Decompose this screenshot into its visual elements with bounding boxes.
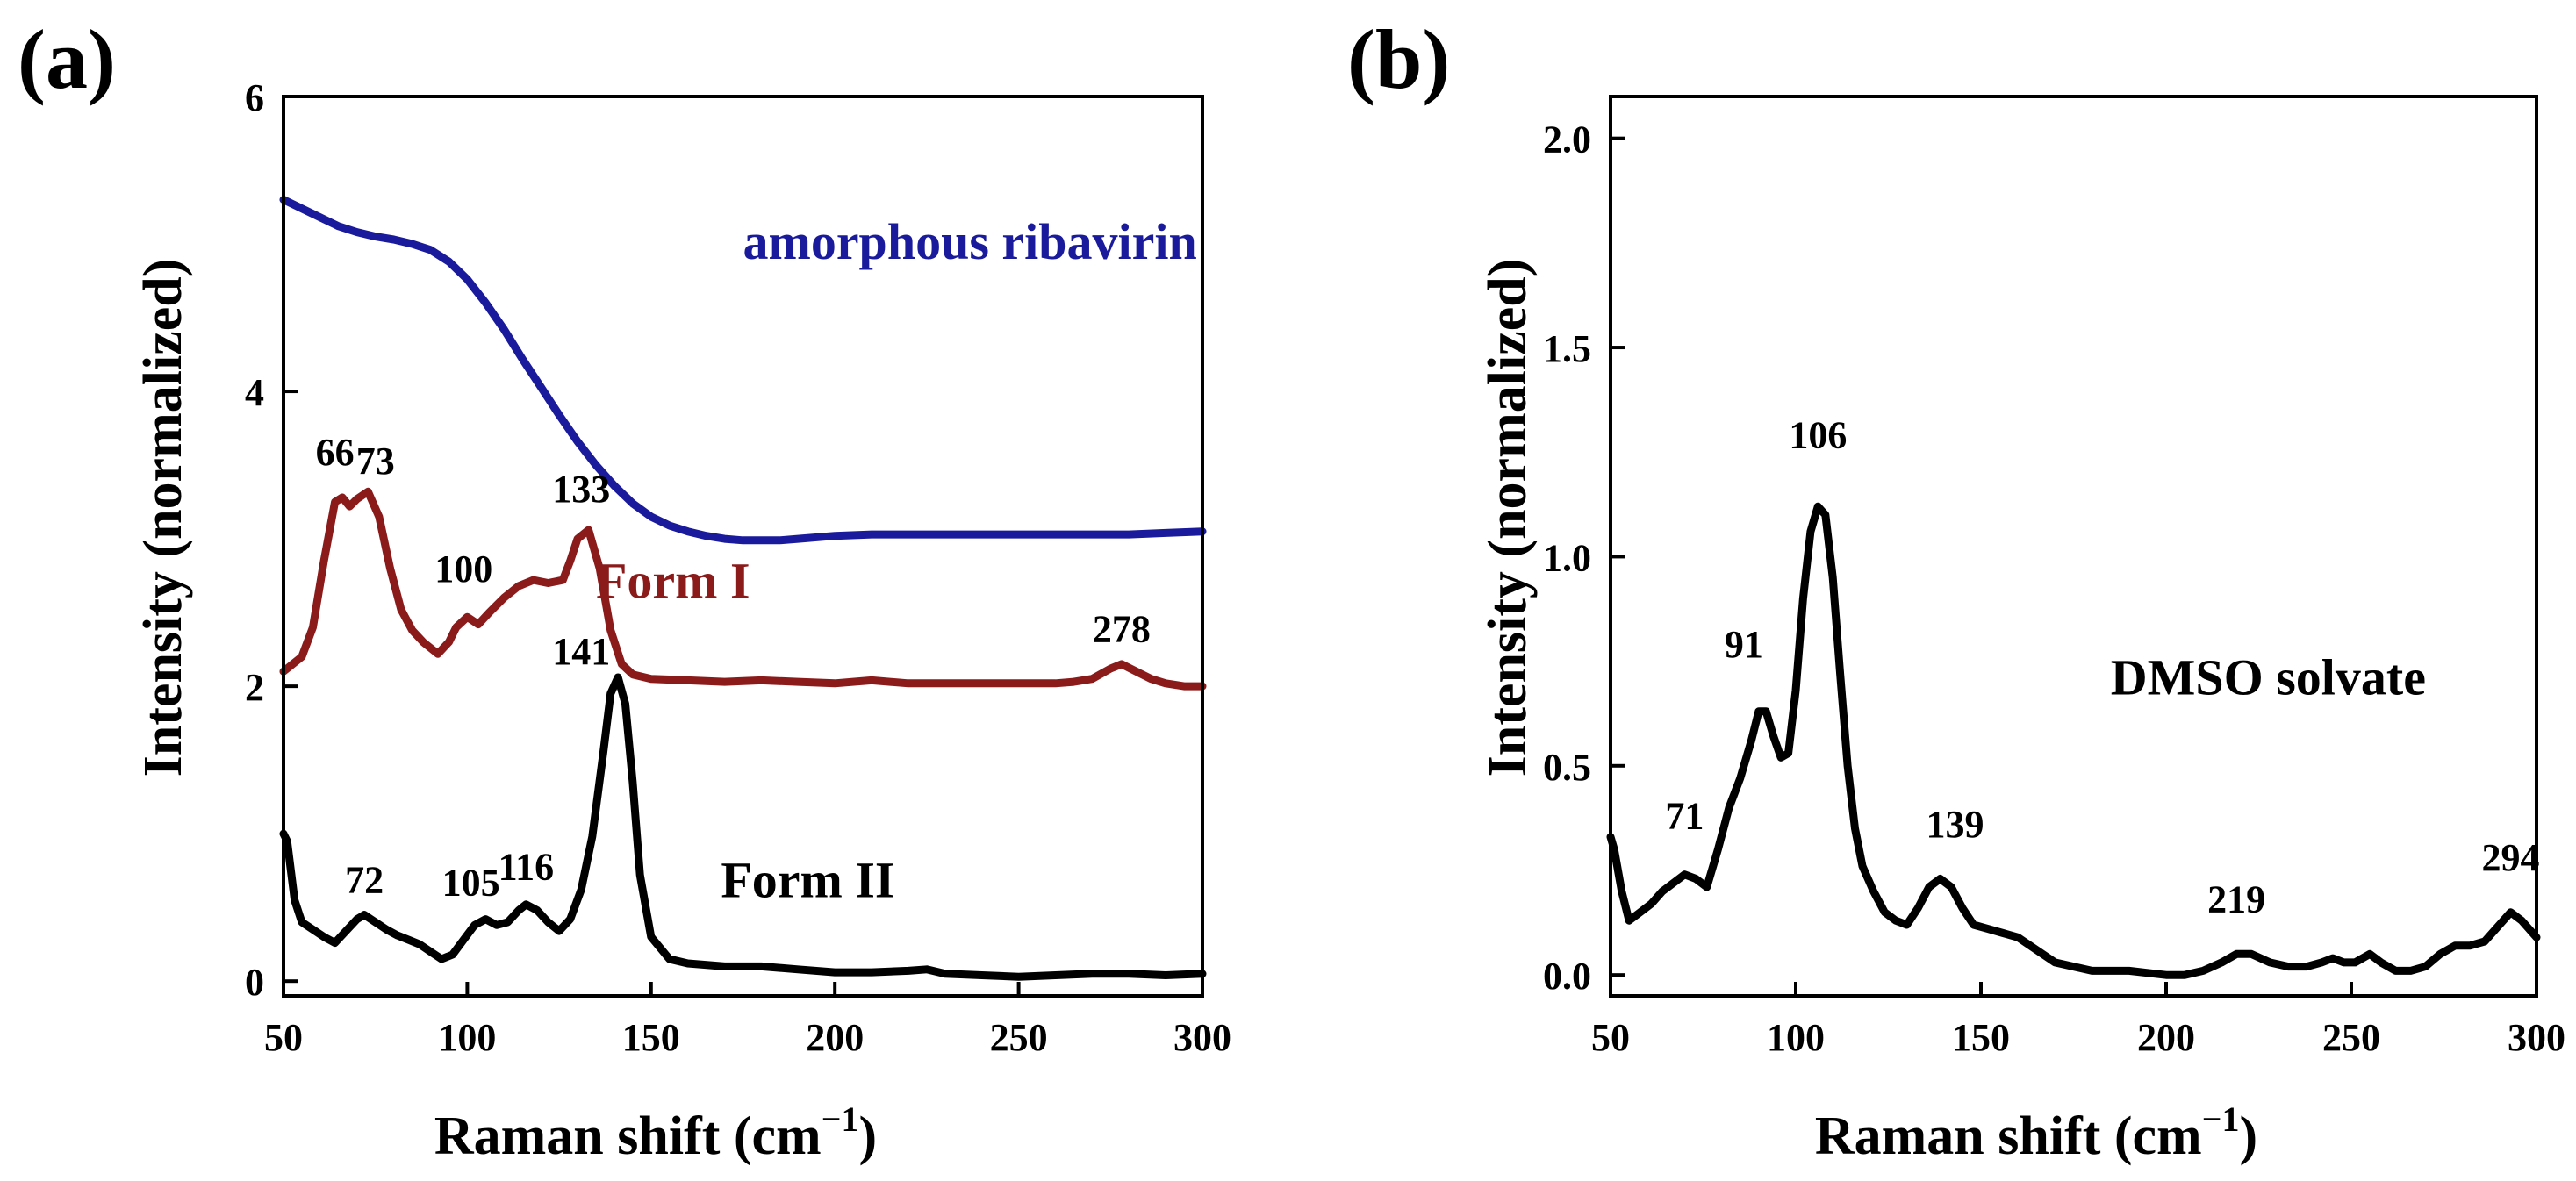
panel-b-y-ticks: 0.0 0.5 1.0 1.5 2.0: [1543, 118, 1625, 998]
panel-a-y-tick-label: 0: [245, 961, 264, 1004]
panel-b-curve-dmso-solvate: [1606, 502, 2541, 979]
panel-b-peak-label: 219: [2207, 878, 2265, 921]
panel-b-series-labels: DMSO solvate: [2111, 649, 2426, 706]
panel-b-peak-label: 294: [2481, 836, 2539, 879]
panel-a-peak-label: 73: [356, 440, 395, 483]
panel-b: (b) DMSO solvate 71 91 106 139 219 294 50 100 1…: [1347, 12, 2565, 1166]
panel-a-peak-label: 105: [442, 862, 500, 905]
panel-b-x-axis-title-tail: ): [2239, 1106, 2257, 1166]
panel-a-x-ticks: 50 100 150 200 250 300: [264, 982, 1231, 1059]
panel-a-x-axis-title: Raman shift (cm−1): [434, 1099, 877, 1166]
panel-b-x-ticks: 50 100 150 200 250 300: [1591, 982, 2565, 1059]
panel-b-x-tick-label: 100: [1767, 1016, 1825, 1059]
panel-b-y-tick-label: 2.0: [1543, 118, 1591, 161]
panel-a-x-axis-title-main: Raman shift (cm: [434, 1106, 822, 1166]
panel-b-peak-label: 106: [1789, 413, 1847, 456]
panel-b-y-tick-label: 0.0: [1543, 955, 1591, 998]
panel-b-x-tick-label: 250: [2322, 1016, 2380, 1059]
panel-b-frame: [1609, 95, 2538, 998]
panel-b-y-tick-label: 0.5: [1543, 746, 1591, 789]
panel-b-x-tick-label: 50: [1591, 1016, 1630, 1059]
panel-a-peak-label: 141: [552, 630, 610, 673]
panel-a-x-axis-title-superscript: −1: [822, 1099, 859, 1139]
panel-a-peak-label: 278: [1093, 608, 1151, 651]
panel-a-y-axis-title: Intensity (normalized): [133, 259, 193, 777]
panel-b-curves: [1606, 502, 2541, 979]
panel-a-x-tick-label: 50: [264, 1016, 303, 1059]
panel-a-peak-label: 116: [499, 845, 555, 888]
panel-b-x-tick-label: 300: [2508, 1016, 2565, 1059]
panel-b-x-tick-label: 200: [2137, 1016, 2195, 1059]
panel-b-peak-label: 139: [1926, 803, 1984, 846]
panel-b-x-tick-label: 150: [1952, 1016, 2010, 1059]
panel-b-x-axis-title-main: Raman shift (cm: [1815, 1106, 2202, 1166]
panel-a-series-label: Form II: [721, 851, 894, 908]
panel-b-x-axis-title: Raman shift (cm−1): [1815, 1099, 2257, 1166]
panel-a-x-axis-title-tail: ): [858, 1106, 877, 1166]
panel-b-x-axis-title-superscript: −1: [2202, 1099, 2240, 1139]
panel-a-y-ticks: 0 2 4 6: [245, 76, 298, 1004]
panel-a-peak-label: 72: [345, 858, 384, 901]
panel-a-x-tick-label: 300: [1173, 1016, 1231, 1059]
panel-a-x-tick-label: 250: [990, 1016, 1048, 1059]
panel-b-series-label: DMSO solvate: [2111, 649, 2426, 706]
panel-a-peak-label: 66: [316, 431, 355, 474]
panel-a-y-tick-label: 4: [245, 371, 264, 414]
panel-b-peak-label: 71: [1665, 794, 1704, 837]
panel-b-peak-label: 91: [1725, 623, 1763, 666]
panel-a-peak-label: 133: [552, 468, 610, 511]
panel-b-peak-labels: 71 91 106 139 219 294: [1665, 413, 2539, 920]
panel-a-label: (a): [18, 12, 116, 106]
panel-b-label: (b): [1347, 12, 1450, 106]
panel-a-curve-amorphous-ribavirin: [279, 196, 1207, 545]
panel-a-curve-form-ii: [279, 673, 1207, 981]
panel-a-curve-form-i: [279, 487, 1207, 691]
panel-a-curves: [279, 196, 1207, 981]
panel-a-series-label: Form I: [596, 552, 750, 609]
panel-a-x-tick-label: 100: [438, 1016, 496, 1059]
panel-a-series-label: amorphous ribavirin: [743, 213, 1197, 270]
panel-a-x-tick-label: 200: [806, 1016, 864, 1059]
panel-b-y-axis-title: Intensity (normalized): [1478, 259, 1538, 777]
panel-a-frame: [282, 95, 1204, 998]
panel-a-series-labels: amorphous ribavirin Form I Form II: [596, 213, 1197, 909]
panel-a-peak-label: 100: [434, 548, 492, 590]
panel-a-x-tick-label: 150: [622, 1016, 680, 1059]
panel-b-y-tick-label: 1.5: [1543, 327, 1591, 370]
panel-a-y-tick-label: 2: [245, 666, 264, 709]
panel-b-y-tick-label: 1.0: [1543, 536, 1591, 579]
panel-a-y-tick-label: 6: [245, 76, 264, 119]
